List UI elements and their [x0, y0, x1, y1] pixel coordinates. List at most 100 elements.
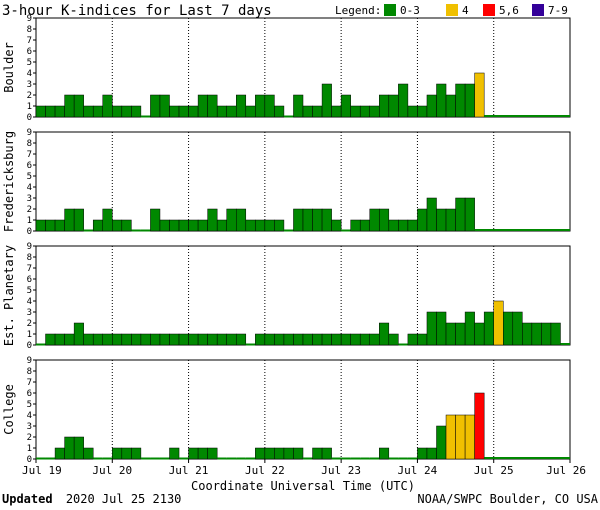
k-index-bar	[264, 94, 275, 118]
k-index-bar	[159, 333, 170, 346]
panel-frame	[35, 359, 571, 460]
k-index-bar	[207, 447, 218, 460]
k-index-bar	[436, 208, 447, 232]
k-index-bar	[73, 94, 84, 118]
k-index-bar	[188, 333, 199, 346]
y-tick-label: 8	[27, 253, 32, 263]
y-tick-label: 5	[27, 400, 32, 410]
k-index-bar	[121, 219, 132, 232]
k-index-bar	[178, 333, 189, 346]
k-index-bar	[64, 436, 75, 460]
k-index-bar	[312, 333, 323, 346]
k-index-bar	[169, 447, 180, 460]
legend-swatch	[446, 4, 458, 16]
x-tick-label: Jul 26	[546, 464, 586, 477]
k-index-bar	[379, 322, 390, 346]
k-index-bar	[226, 333, 237, 346]
k-index-bar	[398, 83, 409, 118]
k-index-bar	[150, 94, 161, 118]
y-tick-label: 8	[27, 139, 32, 149]
k-index-bar	[474, 392, 485, 460]
k-index-bar	[359, 219, 371, 232]
k-index-bar	[398, 219, 409, 232]
y-tick-label: 6	[27, 275, 32, 285]
k-index-bar	[121, 447, 132, 460]
y-tick-label: 8	[27, 367, 32, 377]
k-index-bar	[159, 94, 170, 118]
x-tick-label: Jul 19	[22, 464, 62, 477]
k-index-bar	[226, 208, 237, 232]
k-index-bar	[417, 105, 428, 118]
k-index-bar	[407, 333, 418, 346]
k-index-bar	[112, 447, 123, 460]
k-index-bar	[83, 447, 94, 460]
y-tick-label: 2	[27, 433, 32, 443]
k-index-bar	[293, 208, 304, 232]
x-axis: Jul 19 Jul 20 Jul 21 Jul 22 Jul 23 Jul 24 Jul …	[22, 459, 586, 477]
k-index-bar	[236, 94, 247, 118]
k-index-bar	[112, 333, 123, 346]
x-tick-label: Jul 25	[474, 464, 514, 477]
k-index-bar	[350, 219, 361, 232]
k-index-bar	[283, 447, 294, 460]
k-index-bar	[178, 105, 189, 118]
k-index-bar	[54, 447, 65, 460]
k-index-bar	[369, 333, 380, 346]
k-index-bar	[293, 447, 304, 460]
k-index-bar	[445, 322, 456, 346]
panel-label: Fredericksburg	[2, 131, 16, 232]
k-index-bar	[255, 94, 266, 118]
chart-title: 3-hour K-indices for Last 7 days	[2, 3, 272, 19]
k-index-bar	[236, 208, 247, 232]
k-index-bar	[312, 208, 323, 232]
k-index-bar	[321, 208, 332, 232]
y-tick-label: 4	[27, 183, 32, 193]
y-tick-label: 2	[27, 91, 32, 101]
k-index-bar	[474, 72, 485, 118]
k-index-bar	[169, 219, 180, 232]
k-index-bar	[379, 94, 390, 118]
k-index-bar	[64, 333, 75, 346]
k-index-bar	[245, 219, 256, 232]
k-index-bar	[131, 333, 142, 346]
chart-panels: 0123456789Boulder0123456789Fredericksbur…	[2, 14, 571, 465]
k-index-bar	[140, 333, 151, 346]
y-tick-label: 7	[27, 378, 32, 388]
y-tick-label: 7	[27, 264, 32, 274]
y-tick-label: 4	[27, 69, 32, 79]
k-index-bar	[131, 105, 142, 118]
k-index-bar	[264, 447, 275, 460]
k-index-bar	[293, 333, 304, 346]
k-index-bar	[359, 105, 371, 118]
k-index-bar	[188, 105, 199, 118]
k-index-bar	[321, 333, 332, 346]
y-tick-label: 9	[27, 14, 32, 24]
k-index-bar	[102, 333, 113, 346]
k-index-bar	[188, 219, 199, 232]
legend-item-label: 7-9	[548, 4, 568, 17]
k-index-bar	[407, 105, 418, 118]
k-index-bar	[359, 333, 371, 346]
y-tick-label: 0	[27, 113, 32, 123]
k-index-bar	[455, 197, 466, 232]
k-index-bar	[417, 208, 428, 232]
k-index-bar	[274, 105, 285, 118]
k-index-bar	[131, 447, 142, 460]
legend-label: Legend:	[335, 4, 381, 17]
k-index-bar	[45, 333, 56, 346]
k-index-bar	[493, 300, 504, 346]
k-index-bar	[388, 333, 399, 346]
k-index-bar	[302, 105, 313, 118]
k-index-bar	[503, 311, 514, 346]
k-index-bar	[35, 219, 46, 232]
k-index-bar	[45, 105, 56, 118]
y-tick-label: 3	[27, 80, 32, 90]
k-index-bar	[321, 83, 332, 118]
y-tick-label: 5	[27, 172, 32, 182]
legend-swatch	[532, 4, 544, 16]
k-index-bar	[436, 425, 447, 460]
k-index-bar	[369, 105, 380, 118]
k-index-bar	[159, 219, 170, 232]
legend: Legend: 0-3 4 5,6 7-9	[335, 4, 568, 17]
